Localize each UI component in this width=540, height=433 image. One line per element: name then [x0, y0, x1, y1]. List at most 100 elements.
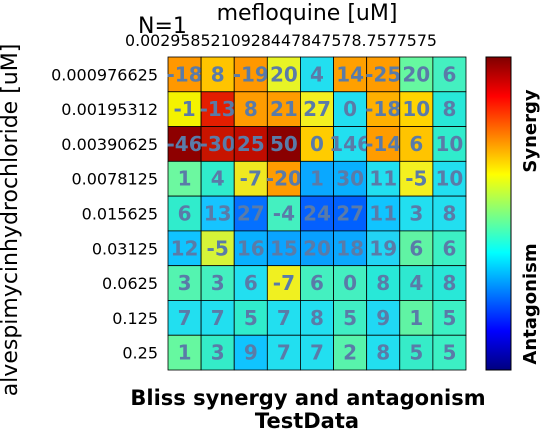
- cell-value-label: 15: [270, 236, 298, 260]
- cell-value-label: 4: [211, 167, 225, 191]
- x-axis-label: mefloquine [uM]: [217, 1, 398, 26]
- heatmap-cell: [399, 334, 434, 371]
- cell-value-label: 10: [402, 97, 430, 121]
- heatmap-cell: [233, 160, 268, 197]
- y-tick-label: 0.00390625: [61, 135, 158, 154]
- heatmap-cell: [399, 230, 434, 267]
- cell-value-label: 5: [442, 306, 456, 330]
- y-tick-label: 0.015625: [82, 205, 158, 224]
- x-tick-labels-overlapped: 0.0029585210928447847578.7577575: [125, 31, 437, 50]
- cell-value-label: 7: [277, 306, 291, 330]
- y-tick-label: 0.00195312: [61, 100, 158, 119]
- heatmap-cell: [200, 230, 235, 267]
- cell-value-label: 12: [171, 236, 199, 260]
- heatmap-cell: [432, 334, 467, 371]
- cell-value-label: 14: [336, 62, 364, 86]
- heatmap-cell: [399, 160, 434, 197]
- heatmap-cell: [266, 91, 301, 127]
- cell-value-label: 4: [310, 62, 324, 86]
- cell-value-label: 8: [310, 306, 324, 330]
- cell-value-label: 9: [244, 341, 258, 365]
- cell-value-label: 10: [436, 167, 464, 191]
- cell-value-label: 6: [409, 236, 423, 260]
- cell-value-label: 8: [442, 97, 456, 121]
- chart-subtitle: TestData: [255, 409, 359, 433]
- heatmap-cell: [300, 160, 334, 197]
- colorbar-synergy-label: Synergy: [520, 89, 540, 172]
- cell-value-label: -5: [405, 167, 427, 191]
- cell-value-label: -20: [266, 167, 302, 191]
- chart-title: Bliss synergy and antagonism: [130, 386, 485, 410]
- heatmap-cell: [432, 300, 467, 336]
- cell-value-label: 7: [211, 306, 225, 330]
- cell-value-label: -46: [166, 132, 202, 156]
- cell-value-label: 6: [178, 202, 192, 226]
- cell-value-label: 0: [343, 97, 357, 121]
- heatmap-cell: [266, 126, 301, 162]
- heatmap-cell: [366, 91, 401, 127]
- cell-value-label: 7: [178, 306, 192, 330]
- cell-value-label: 6: [310, 271, 324, 295]
- heatmap-cell: [266, 195, 301, 232]
- colorbar: [485, 56, 512, 371]
- heatmap-cell: [167, 265, 202, 301]
- heatmap-cell: [432, 56, 467, 93]
- cell-value-label: 6: [442, 236, 456, 260]
- heatmap-cell: [300, 300, 334, 336]
- cell-value-label: -5: [207, 236, 229, 260]
- cell-value-label: 3: [409, 202, 423, 226]
- cell-value-label: 1: [409, 306, 423, 330]
- cell-value-label: 6: [244, 271, 258, 295]
- cell-value-label: 16: [237, 236, 265, 260]
- heatmap-cell: [399, 126, 434, 162]
- corner-label: N=1: [138, 14, 187, 39]
- cell-value-label: 8: [376, 271, 390, 295]
- heatmap-cell: [266, 334, 301, 371]
- heatmap-cell: [333, 195, 368, 232]
- heatmap-cell: [167, 91, 202, 127]
- heatmap-cell: [366, 195, 401, 232]
- heatmap-cell: [167, 160, 202, 197]
- heatmap-cell: [266, 265, 301, 301]
- cell-value-label: 11: [369, 202, 397, 226]
- heatmap-cell: [266, 160, 301, 197]
- cell-value-label: 5: [343, 306, 357, 330]
- heatmap-cells: -18 8 -19 20 4 14 -25 20 6-1 -13 8 21 27 0 -18 10 8-46-3…: [166, 56, 467, 371]
- cell-value-label: 0: [343, 271, 357, 295]
- cell-value-label: -14: [365, 132, 401, 156]
- heatmap-cell: [200, 56, 235, 93]
- cell-value-label: -25: [365, 62, 401, 86]
- cell-value-label: -30: [200, 132, 236, 156]
- y-tick-label: 0.03125: [92, 239, 158, 258]
- cell-value-label: 9: [376, 306, 390, 330]
- cell-value-label: -7: [273, 271, 295, 295]
- y-tick-label: 0.0625: [102, 274, 158, 293]
- heatmap-cell: [432, 160, 467, 197]
- cell-value-label: 27: [336, 202, 364, 226]
- heatmap-cell: [233, 56, 268, 93]
- y-tick-label: 0.25: [122, 344, 158, 363]
- cell-value-label: 0: [310, 132, 324, 156]
- cell-value-label: 50: [270, 132, 298, 156]
- heatmap-cell: [233, 300, 268, 336]
- colorbar-antagonism-label: Antagonism: [520, 243, 540, 364]
- y-tick-label: 0.0078125: [71, 170, 158, 189]
- heatmap-cell: [167, 56, 202, 93]
- heatmap-cell: [333, 91, 368, 127]
- cell-value-label: -4: [273, 202, 295, 226]
- heatmap-cell: [366, 265, 401, 301]
- cell-value-label: 30: [336, 167, 364, 191]
- heatmap-cell: [432, 91, 467, 127]
- heatmap-cell: [333, 230, 368, 267]
- cell-value-label: 2: [343, 341, 357, 365]
- cell-value-label: 7: [310, 341, 324, 365]
- heatmap-cell: [167, 126, 202, 162]
- heatmap-cell: [399, 265, 434, 301]
- cell-value-label: 7: [277, 341, 291, 365]
- cell-value-label: -1: [173, 97, 195, 121]
- cell-value-label: 3: [211, 341, 225, 365]
- cell-value-label: 1: [178, 167, 192, 191]
- heatmap-cell: [366, 334, 401, 371]
- heatmap-cell: [333, 160, 368, 197]
